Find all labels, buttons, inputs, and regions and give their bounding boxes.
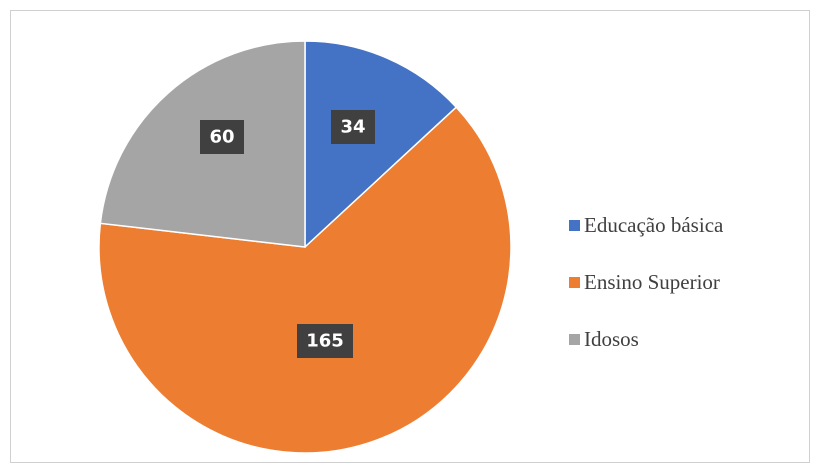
legend-label-idosos: Idosos [584,326,639,351]
pie-chart: 34 165 60 [98,40,512,454]
chart-frame: 34 165 60 Educação básica Ensino Superior … [10,10,810,463]
legend-label-ensino-superior: Ensino Superior [584,269,720,294]
data-label-idosos: 60 [200,120,244,154]
legend-item-educacao-basica: Educação básica [569,213,723,237]
legend-label-educacao-basica: Educação básica [584,212,724,237]
legend-item-idosos: Idosos [569,327,723,351]
legend-swatch-idosos [569,333,580,345]
data-label-text: 60 [209,127,234,148]
data-label-box [297,324,353,358]
legend-swatch-educacao-basica [569,219,580,231]
pie-slice-ensino-superior [98,106,512,454]
data-label-ensino-superior: 165 [297,324,353,358]
legend-item-ensino-superior: Ensino Superior [569,270,723,294]
legend: Educação básica Ensino Superior Idosos [569,213,723,384]
legend-swatch-ensino-superior [569,276,580,288]
data-label-box [331,110,375,144]
data-label-text: 34 [340,117,365,138]
data-label-text: 165 [306,331,344,352]
pie-slice-educacao-basica [304,40,458,249]
data-label-educacao-basica: 34 [331,110,375,144]
data-label-box [200,120,244,154]
